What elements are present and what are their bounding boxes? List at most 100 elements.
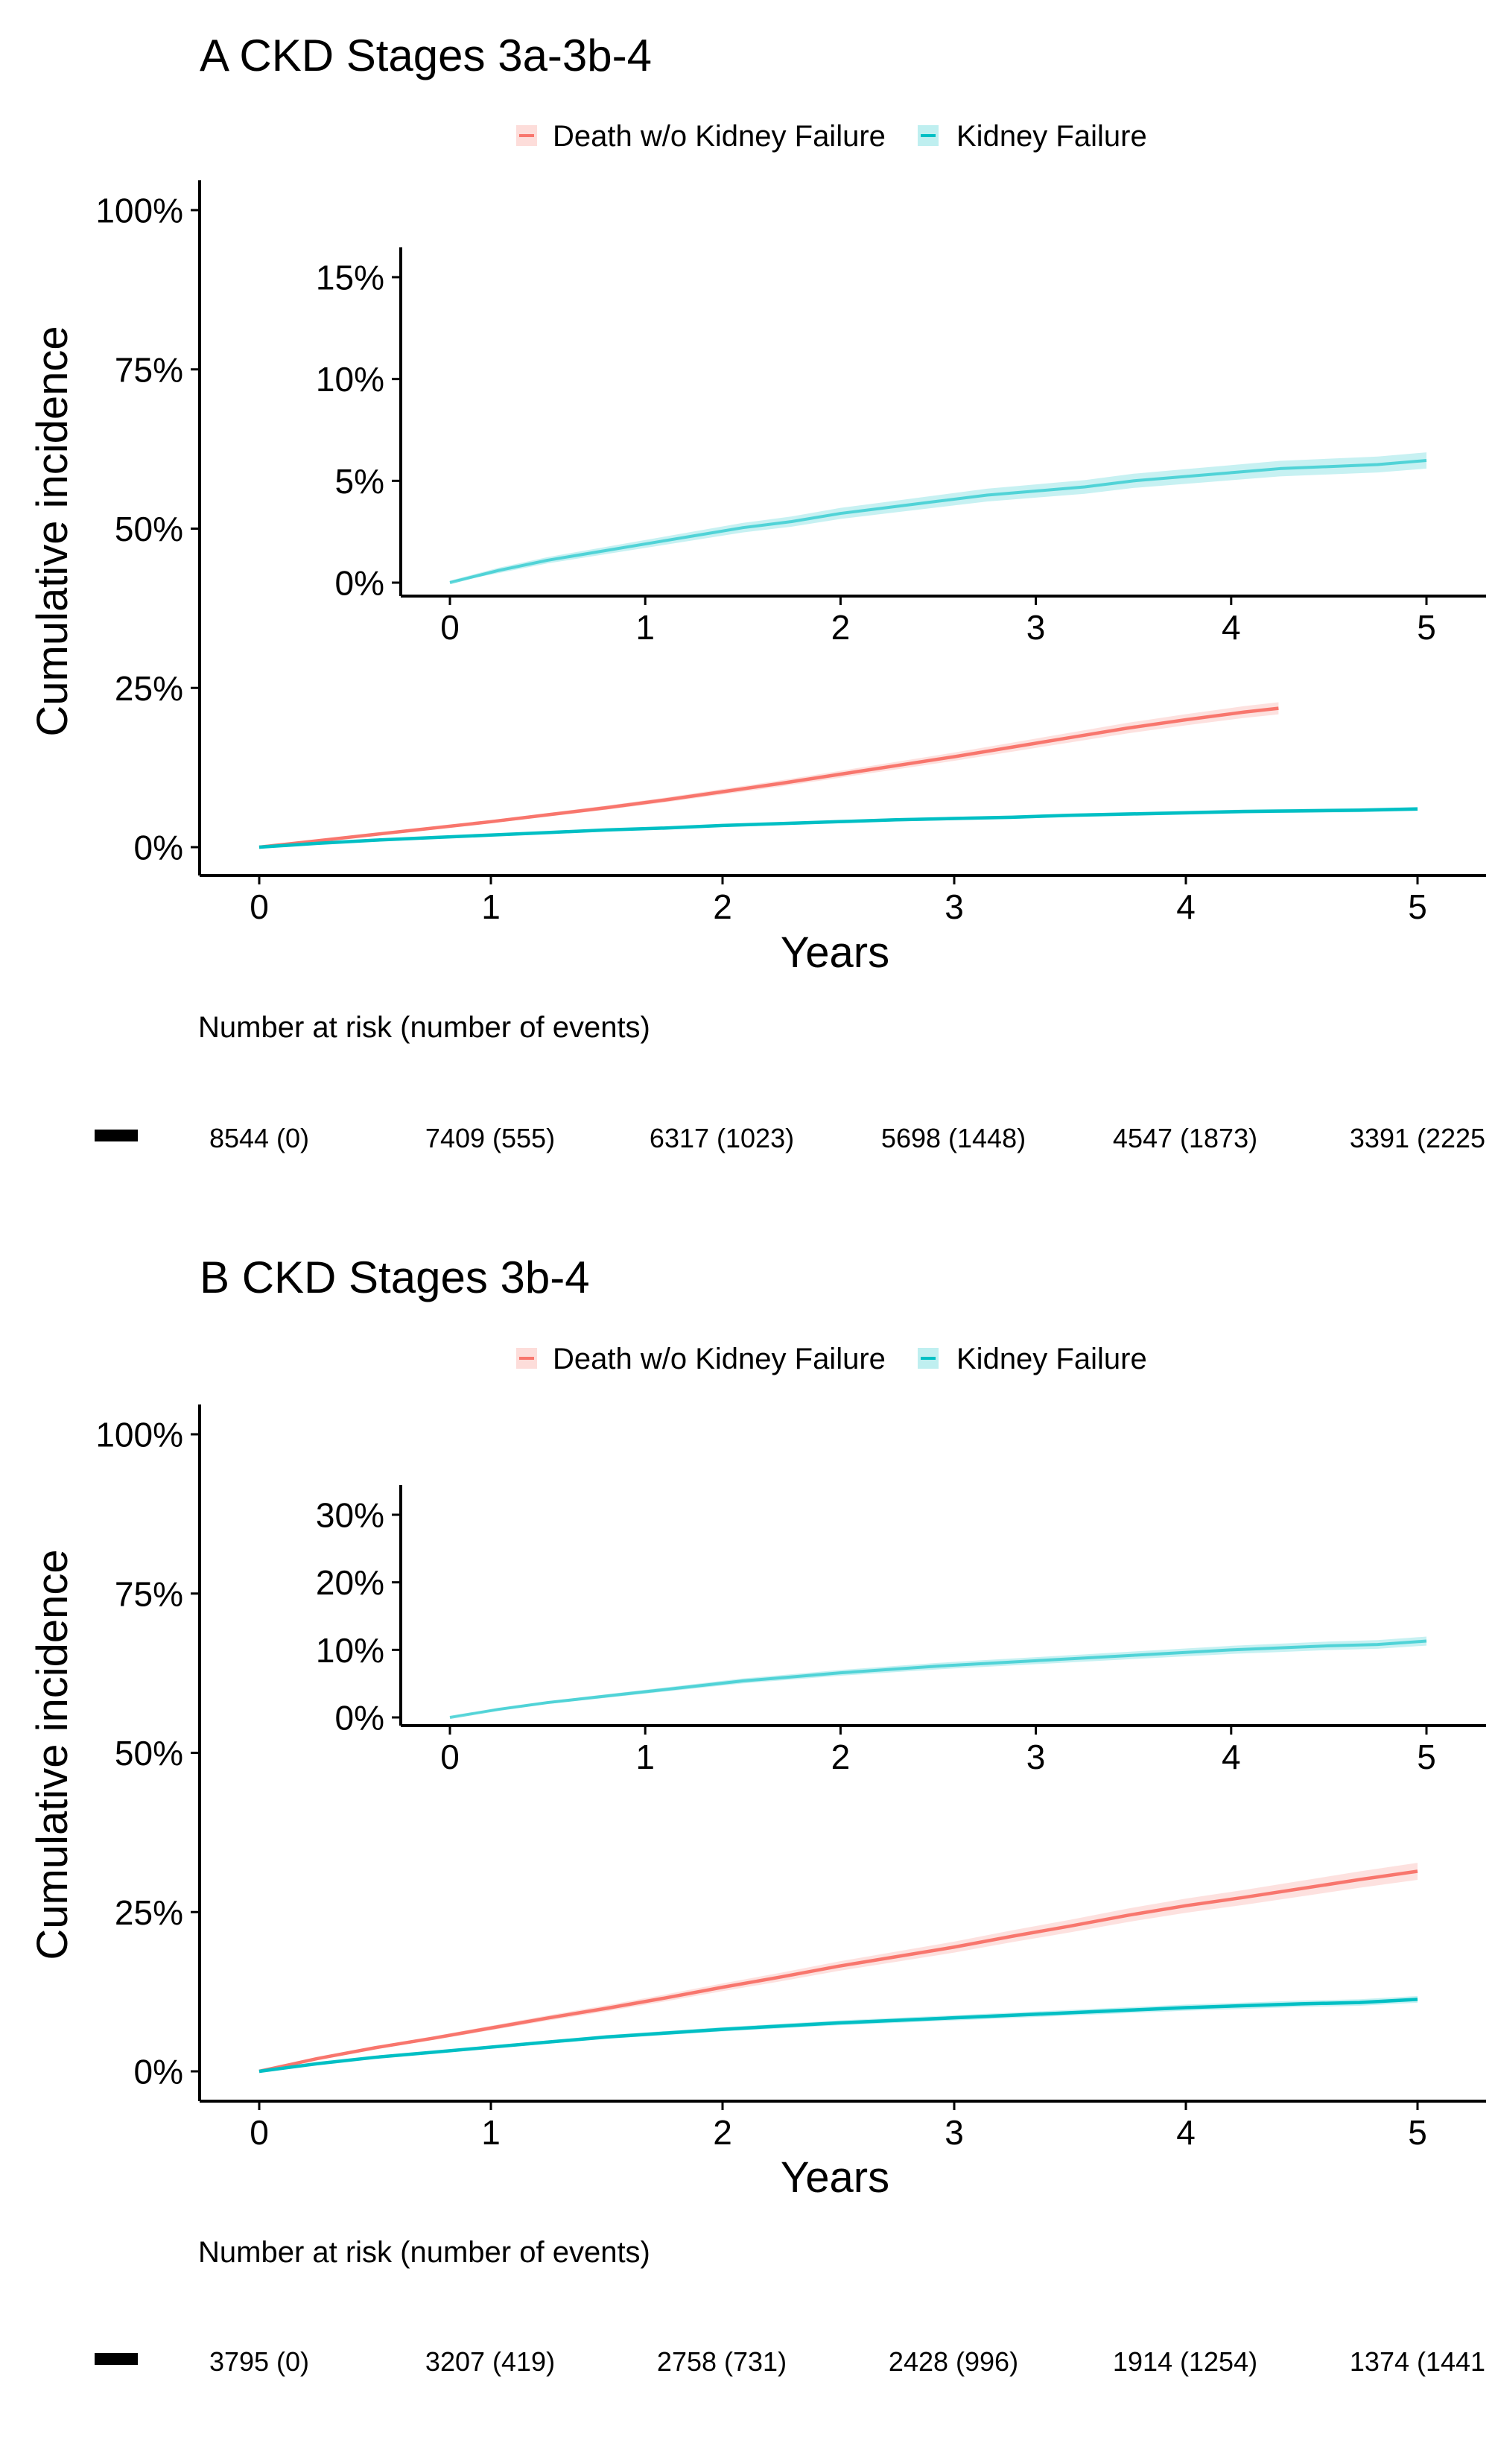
kidney-series-point	[1301, 2004, 1303, 2005]
death-series-point	[375, 2047, 376, 2049]
inset-kidney-series-point	[1280, 468, 1281, 469]
main-x-tick-label: 5	[1408, 887, 1427, 926]
inset-background	[398, 1478, 1492, 1727]
death-series-point	[1012, 747, 1013, 748]
inset-kidney-series-point	[1181, 1652, 1183, 1653]
inset-kidney-series-point	[889, 507, 890, 508]
inset-kidney-series-point	[986, 1663, 988, 1665]
panel-b-y-axis-label: Cumulative incidence	[28, 1549, 77, 1960]
kidney-series-point	[780, 2025, 781, 2027]
main-y-tick-label: 50%	[115, 1734, 183, 1773]
inset-kidney-series-point	[449, 582, 451, 583]
death-series-point	[490, 821, 492, 823]
death-series-point	[1127, 1915, 1129, 1916]
risk-cell: 3391 (2225	[1350, 1123, 1485, 1153]
kidney-series-line	[258, 807, 1418, 849]
inset-kidney-series-point	[1035, 1660, 1037, 1662]
main-y-tick-label: 25%	[115, 669, 183, 708]
kidney-series-point	[1243, 811, 1245, 812]
death-series-point	[375, 834, 376, 835]
main-x-tick-label: 4	[1176, 2113, 1196, 2152]
kidney-series-point	[1359, 2002, 1360, 2004]
panel-a-y-axis-label: Cumulative incidence	[28, 326, 77, 736]
death-series-point	[432, 2038, 434, 2039]
inset-kidney-series-point	[743, 1680, 744, 1682]
inset-x-tick-label: 2	[831, 1738, 851, 1776]
kidney-series-point	[1127, 814, 1129, 815]
panel-a-risk-table-title: Number at risk (number of events)	[198, 1011, 650, 1044]
panel-a-inset-plot: 0 1 2 3 4 5 0% 5% 10% 15%	[316, 240, 1492, 647]
inset-kidney-series-point	[498, 570, 500, 571]
main-y-tick-label: 75%	[115, 1574, 183, 1613]
kidney-series-point	[548, 832, 550, 834]
inset-y-tick-label: 5%	[335, 462, 384, 501]
death-series-point	[953, 1946, 955, 1948]
death-series-point	[1070, 1925, 1071, 1927]
inset-kidney-series-point	[1377, 1644, 1379, 1645]
kidney-series-point	[548, 2042, 550, 2043]
inset-y-tick-label: 0%	[335, 1699, 384, 1738]
death-series-line	[258, 1869, 1418, 2074]
kidney-series-point	[317, 843, 318, 844]
death-series-point	[432, 828, 434, 829]
inset-kidney-series-point	[596, 551, 597, 553]
death-series-point	[1012, 1936, 1013, 1937]
inset-kidney-series-point	[1133, 481, 1134, 482]
kidney-series-point	[895, 2020, 897, 2021]
main-y-tick-label: 0%	[134, 829, 183, 867]
kidney-series-point	[606, 829, 608, 831]
kidney-series-point	[1417, 1999, 1418, 2001]
risk-cell: 5698 (1448)	[881, 1123, 1026, 1153]
panel-b: B CKD Stages 3b-4 Death w/o Kidney Failu…	[28, 1252, 1492, 2377]
inset-kidney-series-line	[449, 1639, 1427, 1719]
panel-b-risk-table: 3795 (0) 3207 (419) 2758 (731) 2428 (996) 19…	[209, 2346, 1485, 2377]
inset-x-tick-label: 4	[1222, 1738, 1241, 1776]
panel-b-x-axis-label: Years	[781, 2153, 889, 2202]
kidney-series-point	[722, 825, 723, 826]
death-series-point	[953, 756, 955, 758]
death-series-point	[1185, 1905, 1187, 1907]
inset-x-tick-label: 0	[440, 608, 460, 647]
main-x-tick-label: 2	[713, 887, 732, 926]
inset-kidney-series-point	[1328, 466, 1330, 467]
kidney-series-point	[375, 2056, 376, 2058]
inset-background	[398, 240, 1492, 598]
main-x-tick-label: 5	[1408, 2113, 1427, 2152]
panel-b-risk-table-title: Number at risk (number of events)	[198, 2236, 650, 2269]
kidney-series-point	[1070, 2012, 1071, 2014]
inset-kidney-series-point	[1181, 476, 1183, 478]
main-x-tick-label: 3	[945, 2113, 964, 2152]
inset-kidney-series-point	[693, 1685, 695, 1687]
death-series-point	[548, 814, 550, 816]
inset-kidney-series-point	[1231, 472, 1232, 474]
inset-kidney-series-point	[547, 1702, 548, 1703]
inset-kidney-series-point	[938, 1665, 939, 1667]
death-series-point	[838, 1966, 839, 1967]
risk-cell: 4547 (1873)	[1113, 1123, 1257, 1153]
risk-cell: 2758 (731)	[657, 2346, 787, 2377]
legend-label-death: Death w/o Kidney Failure	[553, 120, 886, 153]
inset-kidney-series-point	[840, 513, 842, 514]
main-x-tick-label: 2	[713, 2113, 732, 2152]
main-y-tick-label: 50%	[115, 510, 183, 548]
panel-a-risk-table: 8544 (0) 7409 (555) 6317 (1023) 5698 (1448)…	[209, 1123, 1485, 1153]
main-y-tick-label: 100%	[95, 191, 183, 230]
risk-cell: 8544 (0)	[209, 1123, 309, 1153]
death-series-point	[1301, 1888, 1303, 1890]
risk-cell: 6317 (1023)	[650, 1123, 794, 1153]
inset-kidney-series-point	[1426, 460, 1427, 461]
main-y-tick-label: 75%	[115, 350, 183, 389]
panel-a-x-axis-label: Years	[781, 928, 889, 977]
panel-a-title: A CKD Stages 3a-3b-4	[200, 31, 652, 80]
main-y-tick-label: 25%	[115, 1893, 183, 1932]
main-x-tick-label: 3	[945, 887, 964, 926]
kidney-series-point	[1185, 2007, 1187, 2009]
inset-x-tick-label: 3	[1026, 1738, 1046, 1776]
death-series-point	[1417, 1871, 1418, 1872]
inset-kidney-series-point	[1084, 1657, 1085, 1659]
kidney-series-point	[953, 818, 955, 820]
inset-x-tick-label: 5	[1417, 608, 1436, 647]
death-series-point	[1359, 1879, 1360, 1881]
main-x-tick-label: 0	[250, 887, 269, 926]
kidney-series-point	[1070, 814, 1071, 816]
